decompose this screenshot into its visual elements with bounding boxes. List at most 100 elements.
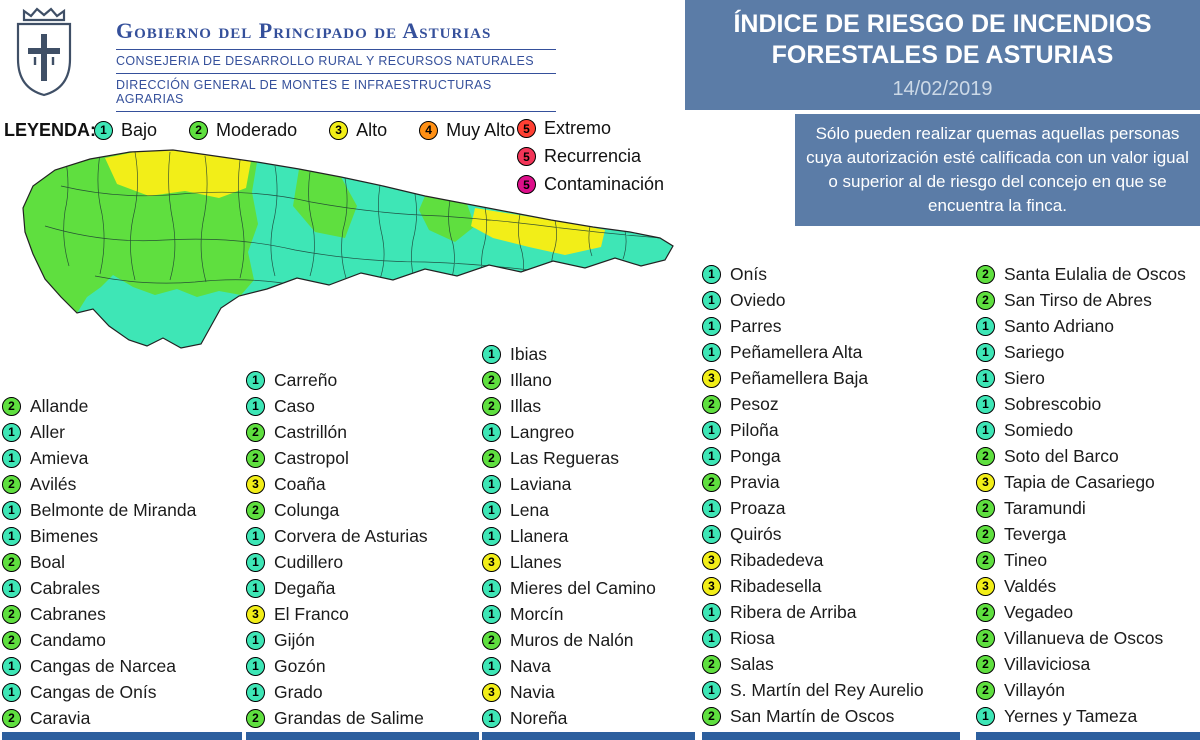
municipality-name: Noreña — [510, 707, 568, 728]
municipality-column-3: 1 Ibias 2 Illano 2 Illas 1 Langreo 2 Las Regueras… — [482, 341, 656, 731]
municipality-name: Pesoz — [730, 393, 779, 414]
municipality-name: Ponga — [730, 445, 781, 466]
municipality-name: Ribadesella — [730, 575, 822, 596]
municipality-name: Soto del Barco — [1004, 445, 1119, 466]
municipality-name: Villanueva de Oscos — [1004, 627, 1164, 648]
municipality-row: 3 Peñamellera Baja — [702, 365, 924, 391]
municipality-name: Llanera — [510, 525, 569, 546]
municipality-name: Navia — [510, 681, 555, 702]
municipality-row: 1 Gijón — [246, 627, 428, 653]
municipality-name: Somiedo — [1004, 419, 1074, 440]
divider — [116, 73, 556, 74]
risk-level-badge: 2 — [976, 654, 995, 674]
municipality-row: 1 Laviana — [482, 471, 656, 497]
municipality-name: Proaza — [730, 497, 786, 518]
government-title: Gobierno del Principado de Asturias — [116, 18, 492, 43]
municipality-row: 1 Sariego — [976, 339, 1186, 365]
risk-level-badge: 1 — [702, 498, 721, 518]
risk-level-badge: 1 — [246, 526, 265, 546]
municipality-row: 1 Ibias — [482, 341, 656, 367]
municipality-row: 1 Somiedo — [976, 417, 1186, 443]
risk-level-badge: 3 — [246, 474, 265, 494]
risk-level-badge: 2 — [976, 446, 995, 466]
municipality-row: 1 Degaña — [246, 575, 428, 601]
municipality-column-4: 1 Onís 1 Oviedo 1 Parres 1 Peñamellera Alta 3 Peñ… — [702, 261, 924, 729]
municipality-name: Amieva — [30, 447, 89, 468]
risk-level-badge: 1 — [246, 656, 265, 676]
truncated-row-segment — [702, 732, 960, 740]
municipality-column-5: 2 Santa Eulalia de Oscos 2 San Tirso de Abr… — [976, 261, 1186, 729]
municipality-name: Cabrales — [30, 577, 101, 598]
risk-level-badge: 5 — [517, 175, 536, 194]
municipality-row: 1 Yernes y Tameza — [976, 703, 1186, 729]
municipality-name: Cudillero — [274, 551, 344, 572]
municipality-column-1: 2 Allande 1 Aller 1 Amieva 2 Avilés 1 Belmonte de… — [2, 393, 196, 731]
municipality-row: 2 San Tirso de Abres — [976, 287, 1186, 313]
municipality-name: Degaña — [274, 577, 336, 598]
municipality-name: Castrillón — [274, 421, 347, 442]
municipality-row: 1 Noreña — [482, 705, 656, 731]
municipality-name: Morcín — [510, 603, 564, 624]
municipality-row: 1 Bimenes — [2, 523, 196, 549]
legend-item: 2 Moderado — [189, 120, 297, 141]
municipality-name: Illano — [510, 369, 552, 390]
municipality-row: 1 Parres — [702, 313, 924, 339]
municipality-row: 1 Cangas de Narcea — [2, 653, 196, 679]
municipality-row: 2 Villaviciosa — [976, 651, 1186, 677]
municipality-row: 1 Ponga — [702, 443, 924, 469]
legend-item: 3 Alto — [329, 120, 387, 141]
municipality-row: 1 Riosa — [702, 625, 924, 651]
municipality-row: 1 Langreo — [482, 419, 656, 445]
risk-level-badge: 2 — [246, 422, 265, 442]
legend-item: 4 Muy Alto — [419, 120, 515, 141]
municipality-name: Bimenes — [30, 525, 99, 546]
municipality-name: Colunga — [274, 499, 340, 520]
municipality-name: Carreño — [274, 369, 338, 390]
municipality-row: 1 Lena — [482, 497, 656, 523]
map-outline — [22, 149, 674, 349]
municipality-column-2: 1 Carreño 1 Caso 2 Castrillón 2 Castropol 3 Coaña… — [246, 367, 428, 731]
municipality-name: Cangas de Narcea — [30, 655, 176, 676]
municipality-name: Ribera de Arriba — [730, 601, 857, 622]
municipality-row: 2 Illas — [482, 393, 656, 419]
risk-level-badge: 2 — [976, 628, 995, 648]
municipality-row: 2 Teverga — [976, 521, 1186, 547]
municipality-row: 1 Santo Adriano — [976, 313, 1186, 339]
legend-item-label: Muy Alto — [446, 119, 516, 140]
municipality-name: Onís — [730, 263, 767, 284]
municipality-row: 2 Santa Eulalia de Oscos — [976, 261, 1186, 287]
municipality-row: 3 Coaña — [246, 471, 428, 497]
risk-level-badge: 1 — [482, 474, 501, 494]
municipality-name: Gozón — [274, 655, 326, 676]
risk-level-badge: 1 — [94, 120, 113, 140]
municipality-row: 1 Quirós — [702, 521, 924, 547]
municipality-row: 3 El Franco — [246, 601, 428, 627]
report-title: ÍNDICE DE RIESGO DE INCENDIOS FORESTALES… — [733, 9, 1151, 72]
municipality-row: 2 Allande — [2, 393, 196, 419]
legend-caption: LEYENDA: — [4, 120, 97, 140]
risk-level-badge: 2 — [189, 120, 209, 140]
municipality-row: 3 Ribadesella — [702, 573, 924, 599]
risk-level-badge: 3 — [976, 472, 995, 492]
municipality-row: 1 Grado — [246, 679, 428, 705]
legend-item: 1 Bajo — [94, 120, 157, 141]
municipality-name: Valdés — [1004, 575, 1057, 596]
municipality-row: 1 Sobrescobio — [976, 391, 1186, 417]
legend-row-items: 1 Bajo 2 Moderado 3 Alto 4 Muy Alto — [94, 118, 515, 142]
legend-stack: 5 Extremo 5 Recurrencia 5 Contaminación — [517, 118, 664, 195]
risk-level-badge: 1 — [246, 552, 265, 572]
municipality-row: 1 Aller — [2, 419, 196, 445]
municipality-row: 1 Corvera de Asturias — [246, 523, 428, 549]
risk-level-badge: 1 — [246, 578, 265, 598]
risk-level-badge: 1 — [702, 264, 721, 284]
risk-level-badge: 1 — [2, 526, 21, 546]
municipality-row: 1 Mieres del Camino — [482, 575, 656, 601]
report-title-line-1: ÍNDICE DE RIESGO DE INCENDIOS — [733, 9, 1152, 38]
municipality-row: 1 S. Martín del Rey Aurelio — [702, 677, 924, 703]
municipality-name: Avilés — [30, 473, 77, 494]
risk-level-badge: 5 — [517, 119, 536, 138]
municipality-row: 1 Llanera — [482, 523, 656, 549]
municipality-name: Corvera de Asturias — [274, 525, 428, 546]
risk-level-badge: 1 — [246, 630, 265, 650]
